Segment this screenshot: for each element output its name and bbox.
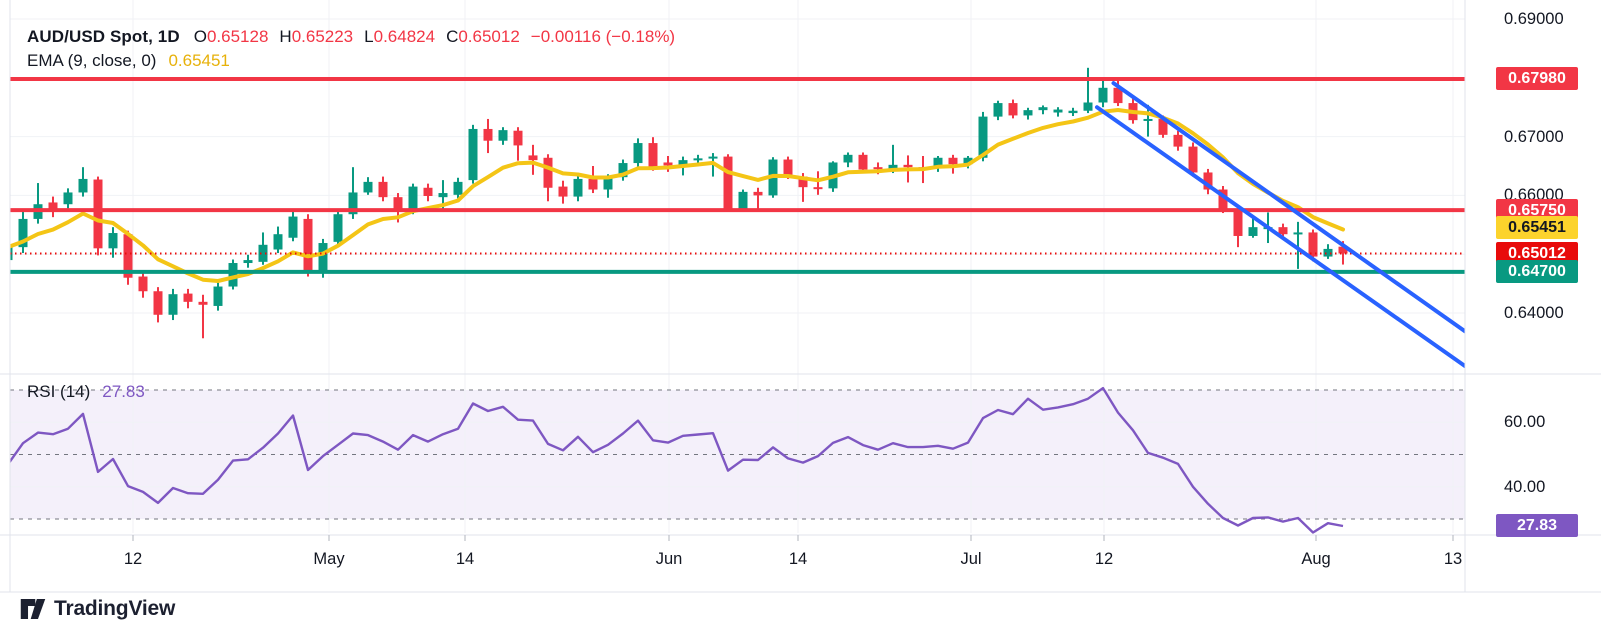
legend-ema: EMA (9, close, 0) 0.65451 <box>27 51 230 71</box>
ohlc-high: H0.65223 <box>279 27 354 46</box>
descending-channel <box>1095 81 1465 369</box>
rsi-indicator-label[interactable]: RSI (14) <box>27 382 91 401</box>
ema-line <box>10 108 1345 283</box>
price-change: −0.00116 (−0.18%) <box>530 27 676 46</box>
ohlc-low: L0.64824 <box>364 27 436 46</box>
legend-rsi: RSI (14) 27.83 <box>27 382 145 402</box>
tradingview-logo-icon <box>20 597 46 621</box>
tradingview-logo-text: TradingView <box>54 597 176 620</box>
legend-price: AUD/USD Spot, 1D O0.65128 H0.65223 L0.64… <box>27 27 675 47</box>
tradingview-logo[interactable]: TradingView <box>20 597 175 621</box>
ema-indicator-label[interactable]: EMA (9, close, 0) <box>27 51 157 70</box>
rsi-value: 27.83 <box>102 382 145 401</box>
horizontal-levels <box>10 76 1465 274</box>
ohlc-close: C0.65012 <box>446 27 520 46</box>
ohlc-open: O0.65128 <box>193 27 269 46</box>
symbol-title[interactable]: AUD/USD Spot, 1D <box>27 27 180 46</box>
rsi-line <box>10 386 1344 534</box>
ema-value: 0.65451 <box>168 51 230 70</box>
